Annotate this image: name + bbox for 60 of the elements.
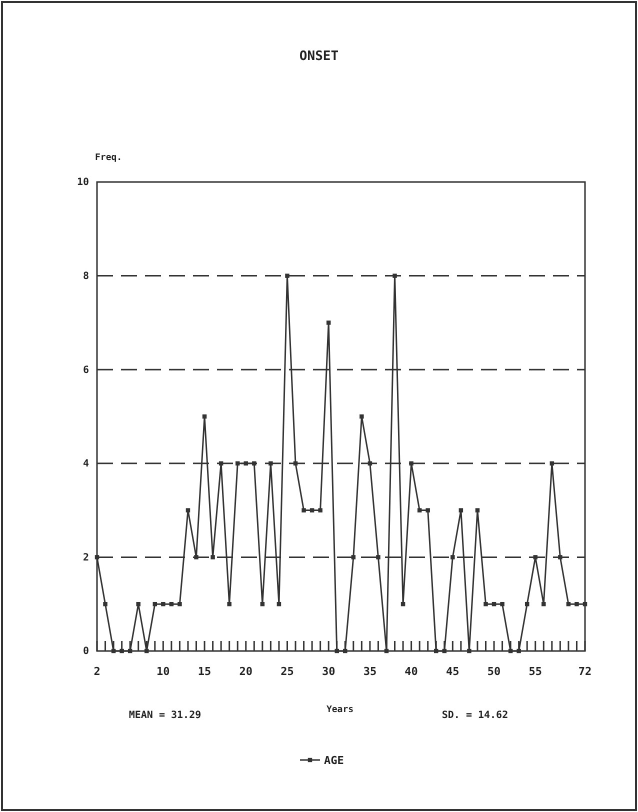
point — [351, 555, 356, 560]
point — [326, 320, 331, 325]
y-tick-label: 2 — [82, 552, 89, 564]
point — [318, 508, 322, 512]
point — [210, 555, 215, 560]
point — [484, 602, 488, 606]
point — [558, 555, 562, 560]
point — [516, 648, 521, 654]
point — [500, 602, 504, 606]
x-tick-label: 45 — [446, 664, 460, 678]
x-tick-label: 20 — [239, 664, 253, 678]
legend-label: AGE — [324, 754, 344, 767]
text: SD. = 14.62 — [442, 710, 508, 721]
point — [376, 555, 380, 560]
x-tick-label: 40 — [404, 664, 418, 678]
point — [458, 508, 464, 512]
point — [450, 555, 455, 560]
point — [310, 508, 314, 512]
x-tick-label: 10 — [156, 664, 170, 678]
point — [178, 602, 182, 606]
point — [409, 461, 414, 466]
point — [268, 461, 273, 466]
point — [360, 414, 364, 419]
point — [252, 461, 256, 466]
point — [161, 602, 166, 606]
point — [467, 648, 472, 654]
y-tick-label: 0 — [82, 646, 89, 658]
y-axis-title: Freq. — [95, 153, 122, 163]
point — [334, 648, 339, 654]
point — [120, 648, 124, 654]
point — [426, 508, 430, 512]
y-tick-label: 10 — [76, 177, 89, 188]
point — [475, 508, 480, 512]
x-tick-label: 50 — [487, 664, 501, 678]
point — [186, 508, 190, 512]
y-tick-label: 6 — [82, 364, 89, 376]
x-tick-label: 25 — [280, 664, 294, 678]
point — [574, 602, 579, 606]
x-axis-title: Years — [326, 705, 354, 715]
y-tick-label: 8 — [82, 271, 89, 282]
y-tick-label: 4 — [82, 458, 89, 470]
point — [136, 602, 140, 606]
point — [227, 602, 232, 606]
point — [417, 508, 422, 512]
x-tick-label: 15 — [198, 664, 212, 678]
point — [285, 274, 290, 278]
point — [542, 602, 546, 606]
x-tick-label: 72 — [578, 664, 592, 678]
point — [533, 555, 538, 560]
point — [343, 648, 348, 654]
x-tick-label: 55 — [528, 664, 542, 678]
text: MEAN = 31.29 — [128, 710, 202, 721]
x-tick-label: 2 — [94, 664, 100, 678]
x-tick-label: 30 — [322, 664, 336, 678]
point — [302, 508, 306, 512]
chart-title: ONSET — [299, 49, 339, 64]
point — [392, 274, 397, 278]
point — [194, 555, 198, 560]
point — [103, 602, 108, 606]
x-tick-label: 35 — [363, 664, 377, 678]
